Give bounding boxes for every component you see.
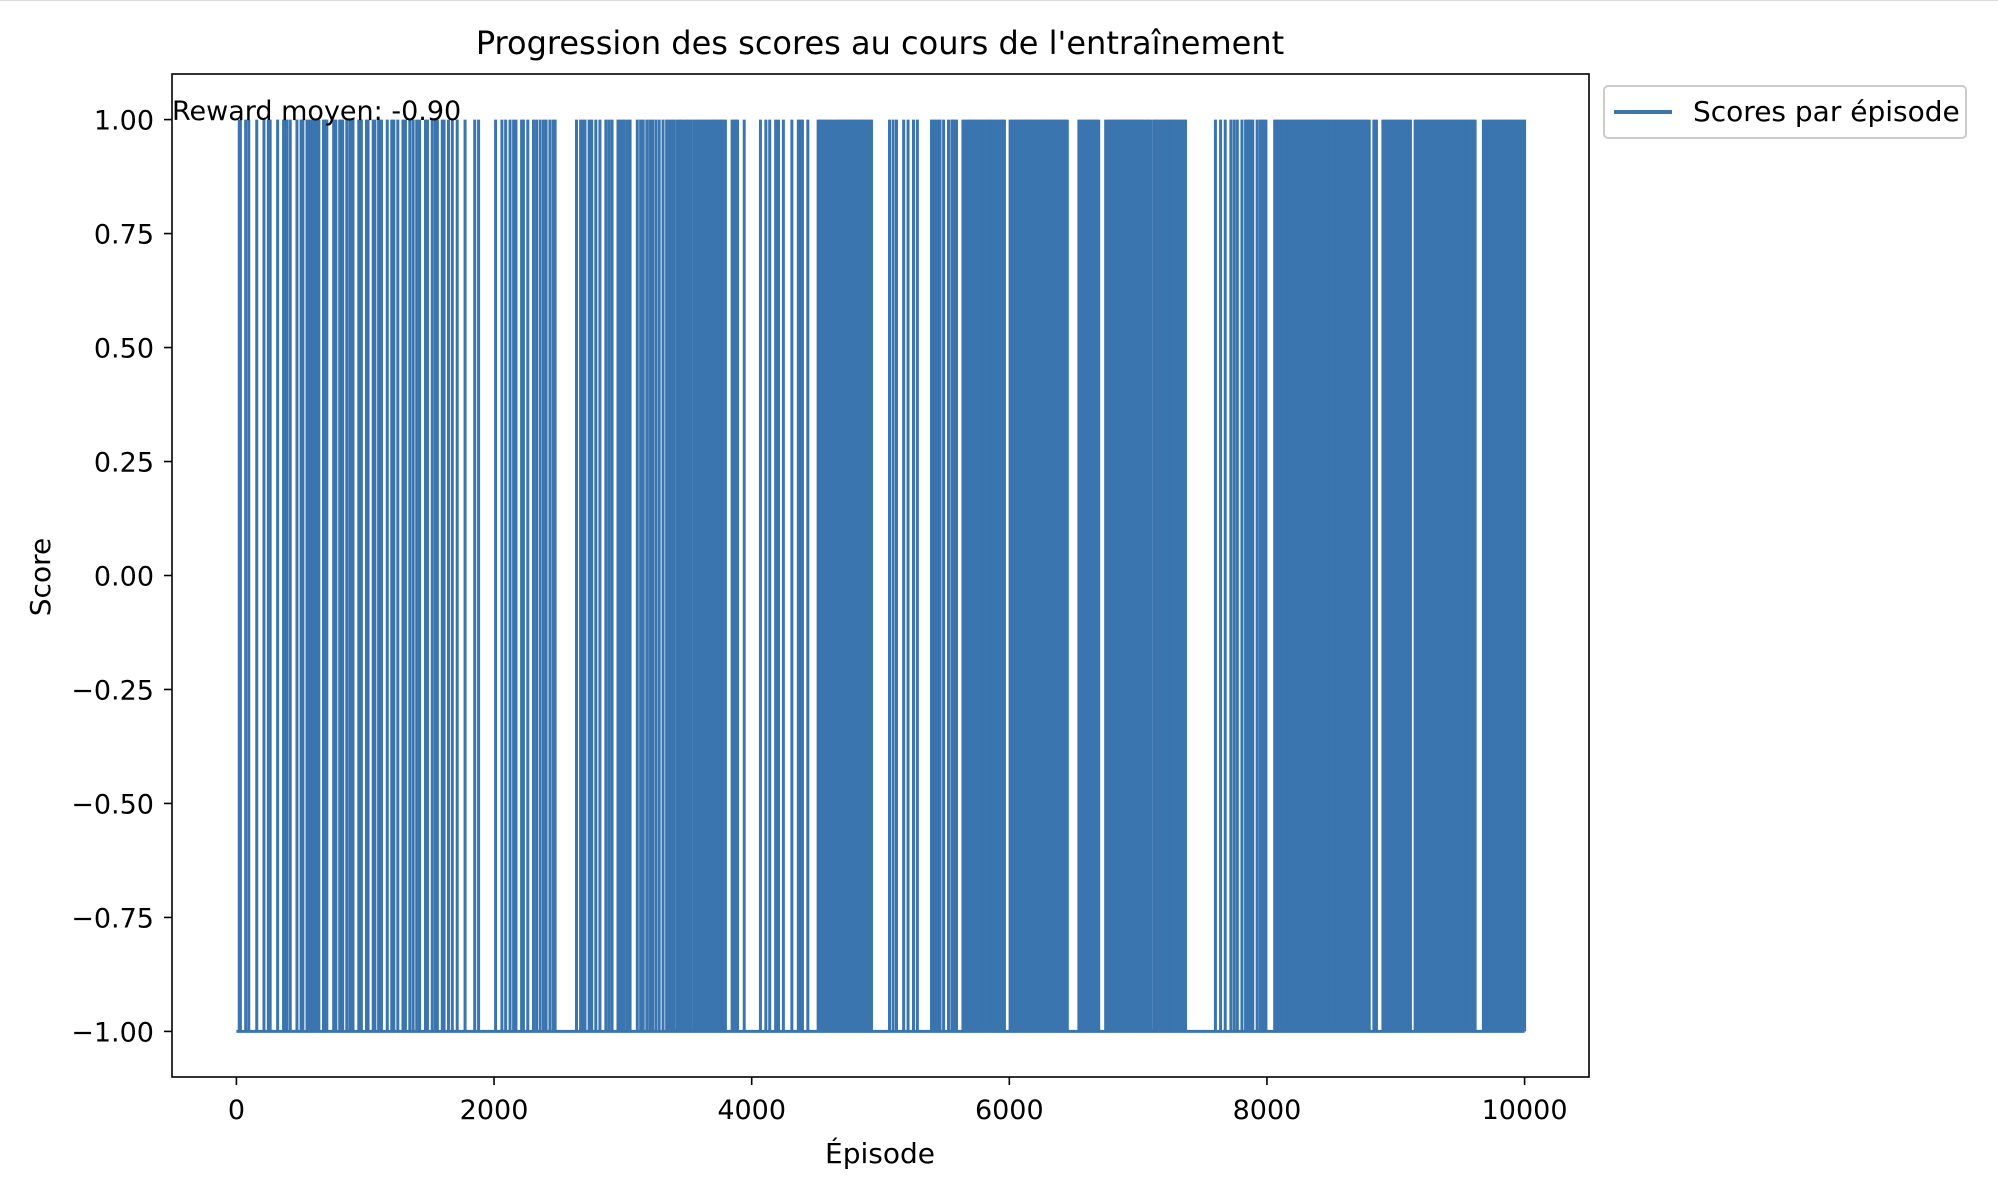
y-tick-label: −0.25 [71, 675, 154, 706]
x-axis-ticks: 0 2000 4000 6000 8000 10000 [228, 1077, 1568, 1126]
x-axis-label: Épisode [825, 1136, 935, 1170]
x-tick-label: 10000 [1482, 1095, 1568, 1126]
plot-area: 0 2000 4000 6000 8000 10000 −1.00 −0.75 −0.50 −0… [71, 73, 1590, 1126]
legend-label: Scores par épisode [1693, 95, 1960, 128]
x-tick-label: 6000 [975, 1095, 1044, 1126]
y-axis-label: Score [24, 538, 57, 616]
legend-box [1603, 85, 1967, 139]
y-tick-label: 1.00 [94, 106, 154, 137]
y-axis-ticks: −1.00 −0.75 −0.50 −0.25 0.00 0.25 0.50 0.75 1.00 [71, 106, 172, 1048]
mean-reward-annotation: Reward moyen: -0.90 [172, 96, 461, 127]
y-tick-label: −1.00 [71, 1017, 154, 1048]
y-tick-label: −0.75 [71, 903, 154, 934]
x-tick-label: 2000 [460, 1095, 529, 1126]
y-tick-label: 0.00 [94, 562, 154, 593]
y-tick-label: −0.50 [71, 789, 154, 820]
series-scores-par-episode [236, 119, 1527, 1033]
y-tick-label: 0.25 [94, 448, 154, 479]
legend: Scores par épisode [1603, 85, 1967, 139]
x-tick-label: 8000 [1233, 1095, 1302, 1126]
chart-title: Progression des scores au cours de l'ent… [476, 24, 1284, 62]
top-divider [0, 0, 1998, 1]
x-tick-label: 4000 [717, 1095, 786, 1126]
y-tick-label: 0.75 [94, 220, 154, 251]
x-tick-label: 0 [228, 1095, 245, 1126]
y-tick-label: 0.50 [94, 334, 154, 365]
